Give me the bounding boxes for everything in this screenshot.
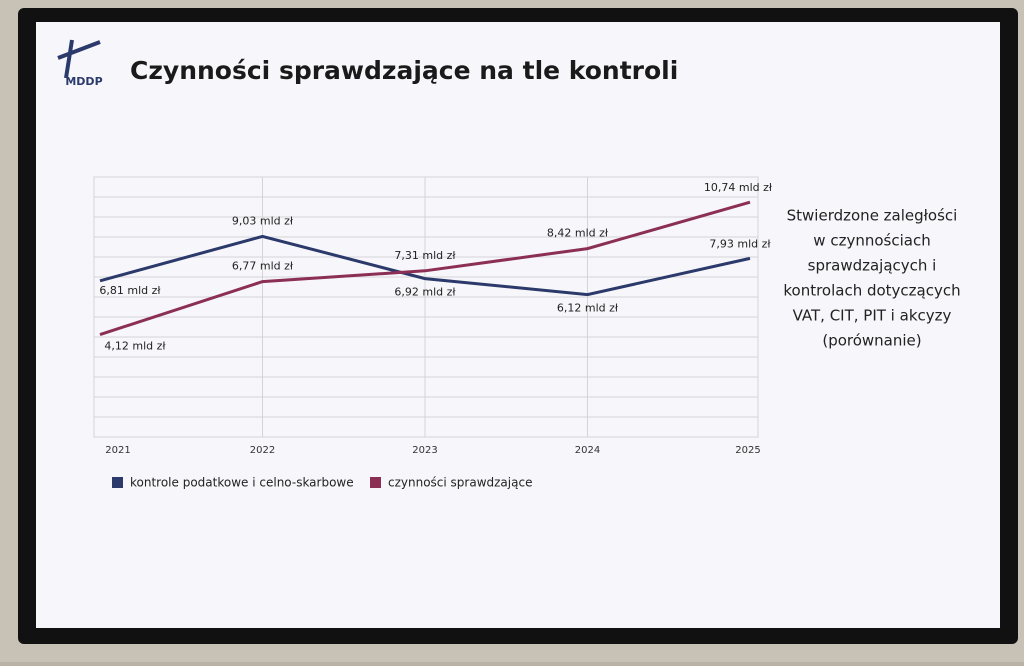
legend-label: kontrole podatkowe i celno-skarbowe [130, 476, 354, 490]
data-label: 7,31 mld zł [394, 249, 456, 262]
data-label: 10,74 mld zł [704, 181, 773, 194]
legend-label: czynności sprawdzające [388, 476, 532, 490]
annotation-line: VAT, CIT, PIT i akcyzy [793, 307, 952, 325]
x-tick-label: 2022 [250, 445, 275, 456]
x-tick-label: 2021 [105, 445, 130, 456]
data-label: 6,12 mld zł [557, 302, 619, 315]
legend-swatch [112, 477, 123, 488]
legend-swatch [370, 477, 381, 488]
x-tick-label: 2025 [735, 445, 760, 456]
data-label: 7,93 mld zł [709, 237, 771, 250]
annotation-line: Stwierdzone zaległości [787, 207, 958, 225]
logo-mark [57, 39, 101, 79]
logo-text: MDDP [65, 75, 102, 88]
data-label: 6,77 mld zł [232, 260, 294, 273]
data-label: 6,81 mld zł [99, 284, 161, 297]
series-line [99, 200, 751, 337]
annotation: Stwierdzone zaległości w czynnościach spra… [783, 207, 960, 350]
x-tick-label: 2023 [412, 445, 437, 456]
chart-title: Czynności sprawdzające na tle kontroli [130, 56, 678, 85]
data-label: 8,42 mld zł [547, 227, 609, 240]
annotation-line: w czynnościach [813, 232, 930, 250]
x-tick-label: 2024 [575, 445, 600, 456]
annotation-line: sprawdzających i [808, 257, 937, 275]
annotation-line: (porównanie) [822, 332, 921, 350]
data-label: 9,03 mld zł [232, 214, 294, 227]
screen [36, 22, 1000, 628]
series-line [99, 234, 751, 297]
data-label: 6,92 mld zł [394, 286, 456, 299]
data-label: 4,12 mld zł [104, 340, 166, 353]
annotation-line: kontrolach dotyczących [783, 282, 960, 300]
